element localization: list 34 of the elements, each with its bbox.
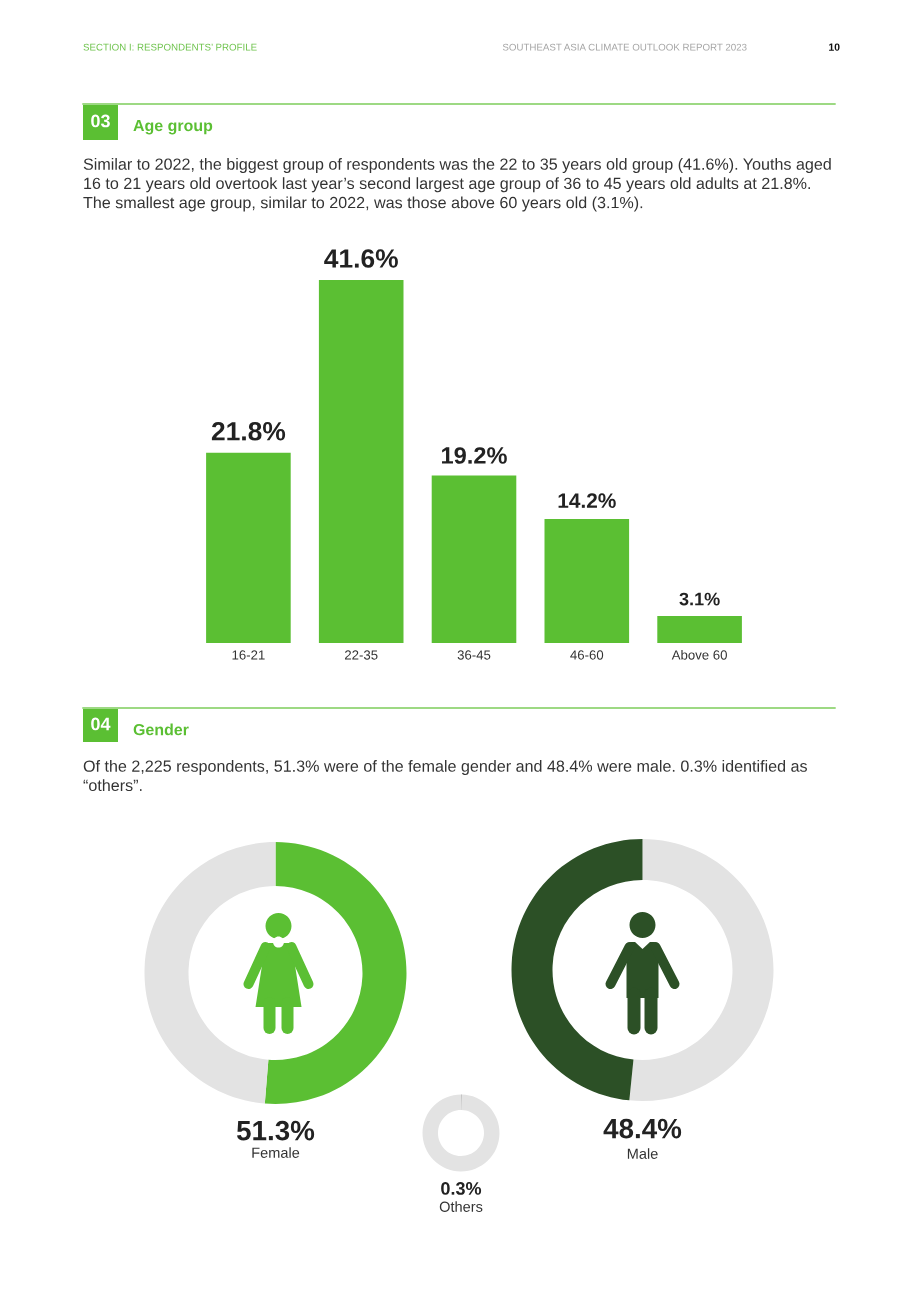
bar: [544, 519, 630, 643]
text: 04: [91, 717, 111, 731]
data-label: 48.4%: [603, 1118, 682, 1139]
bar: [318, 280, 404, 643]
bar: [657, 615, 742, 643]
text: Of the 2,225 respondents, 51.3% were of the female gender and 48.4% were male. 0.3% identified as “others”.: [83, 760, 807, 792]
slice-label: Male: [627, 1148, 658, 1159]
bar: [206, 452, 291, 643]
chart-subtitle: Similar to 2022, the biggest group of respondents was the 22 to 35 years old group (41.6%). Youths aged 16 to 21 years old overtook last year’s second largest age group of 36 to 45 years old adults at 21.8%. The smallest age group, similar to 2022, was those above 60 years old (3.1%).: [83, 158, 831, 212]
data-label: 51.3%: [236, 1120, 315, 1141]
bar: [431, 475, 517, 643]
x-tick-label: 22-35: [344, 650, 378, 660]
chart-title: Gender: [133, 723, 189, 736]
data-label: 3.1%: [679, 592, 720, 606]
text: SOUTHEAST ASIA CLIMATE OUTLOOK REPORT 2023: [502, 43, 747, 51]
text: 0.3%: [441, 1182, 482, 1195]
x-tick-label: 16-21: [232, 650, 265, 660]
data-label: 21.8%: [211, 421, 286, 441]
x-tick-label: 46-60: [570, 650, 604, 660]
x-tick-label: 36-45: [457, 650, 491, 660]
text: Others: [439, 1201, 483, 1212]
text: 10: [829, 43, 840, 51]
data-label: 41.6%: [324, 249, 398, 268]
donut-slice: [264, 842, 407, 1104]
donut-slice: [629, 839, 774, 1101]
chart-title: Age group: [133, 120, 213, 135]
data-label: 19.2%: [442, 447, 507, 464]
x-tick-label: Above 60: [671, 649, 727, 660]
donut-slice: [144, 842, 276, 1104]
slice-label: Female: [252, 1147, 300, 1158]
donut-slice: [511, 839, 643, 1101]
text: 03: [91, 114, 110, 128]
text: SECTION I: RESPONDENTS’ PROFILE: [83, 43, 257, 51]
data-label: 14.2%: [558, 493, 616, 508]
